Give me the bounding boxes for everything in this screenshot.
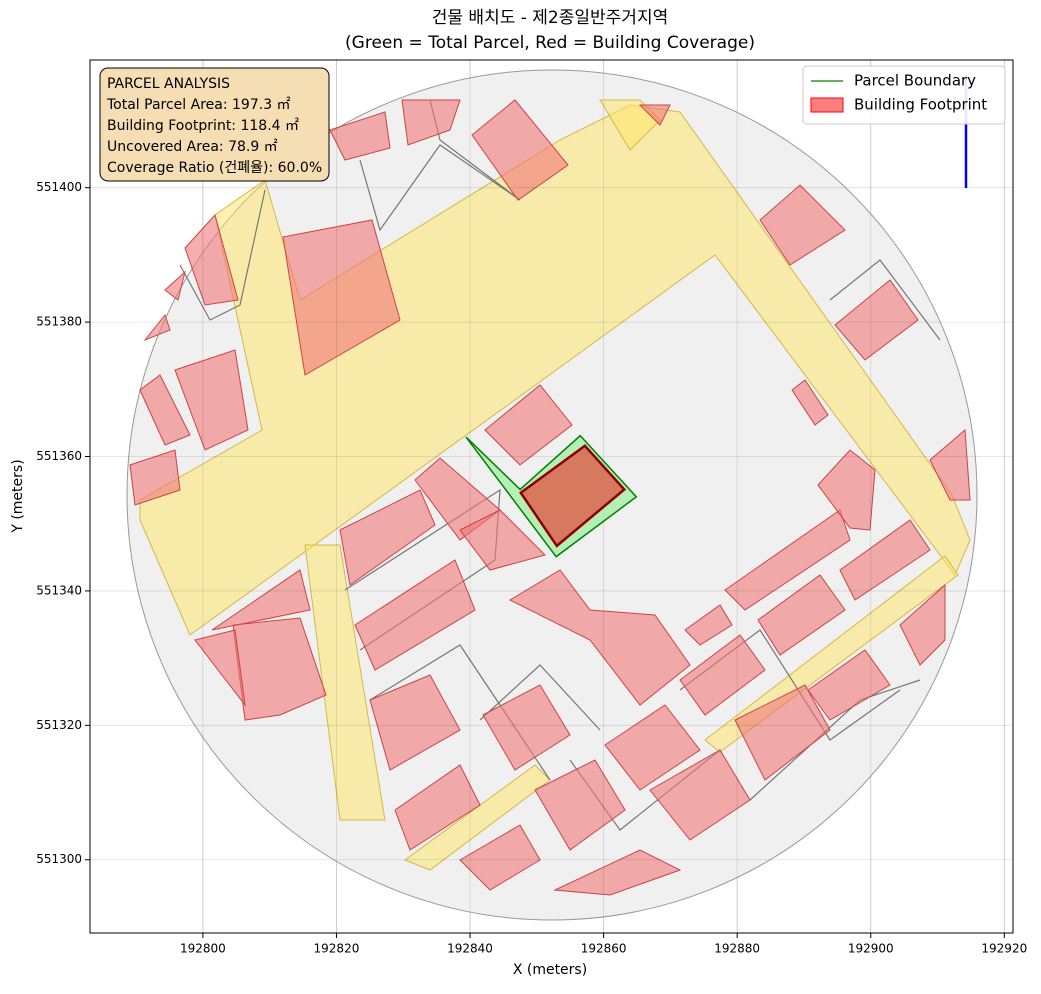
x-tick-label: 192900 <box>848 942 894 956</box>
chart-subtitle: (Green = Total Parcel, Red = Building Co… <box>345 33 755 53</box>
x-tick-label: 192840 <box>447 942 493 956</box>
x-tick-label: 192880 <box>714 942 760 956</box>
y-tick-label: 551380 <box>36 315 82 329</box>
y-tick-label: 551400 <box>36 180 82 194</box>
y-tick-label: 551340 <box>36 583 82 597</box>
annotation-line: Total Parcel Area: 197.3 ㎡ <box>106 97 291 113</box>
annotation-line: Building Footprint: 118.4 ㎡ <box>107 118 299 134</box>
x-tick-label: 192800 <box>180 942 226 956</box>
legend-label: Building Footprint <box>854 96 987 114</box>
x-tick-label: 192820 <box>314 942 360 956</box>
grid <box>90 60 1013 933</box>
x-axis-label: X (meters) <box>513 962 587 978</box>
y-axis-label: Y (meters) <box>10 459 26 533</box>
plot-frame <box>89 59 1014 934</box>
x-tick-label: 192920 <box>981 942 1027 956</box>
y-tick-label: 551360 <box>36 449 82 463</box>
annotation-line: Coverage Ratio (건폐율): 60.0% <box>107 160 322 176</box>
y-tick-label: 551320 <box>36 718 82 732</box>
legend-swatch <box>810 97 844 113</box>
annotation-box <box>99 67 330 182</box>
x-tick-label: 192860 <box>581 942 627 956</box>
y-tick-label: 551300 <box>36 852 82 866</box>
annotation-line: Uncovered Area: 78.9 ㎡ <box>107 139 278 155</box>
buildings <box>129 99 971 896</box>
legend-box <box>802 65 1006 125</box>
annotation-line: PARCEL ANALYSIS <box>107 76 230 92</box>
chart-title: 건물 배치도 - 제2종일반주거지역 <box>432 8 668 28</box>
building-footprint <box>519 444 627 548</box>
legend-label: Parcel Boundary <box>854 72 976 90</box>
road <box>304 544 386 821</box>
